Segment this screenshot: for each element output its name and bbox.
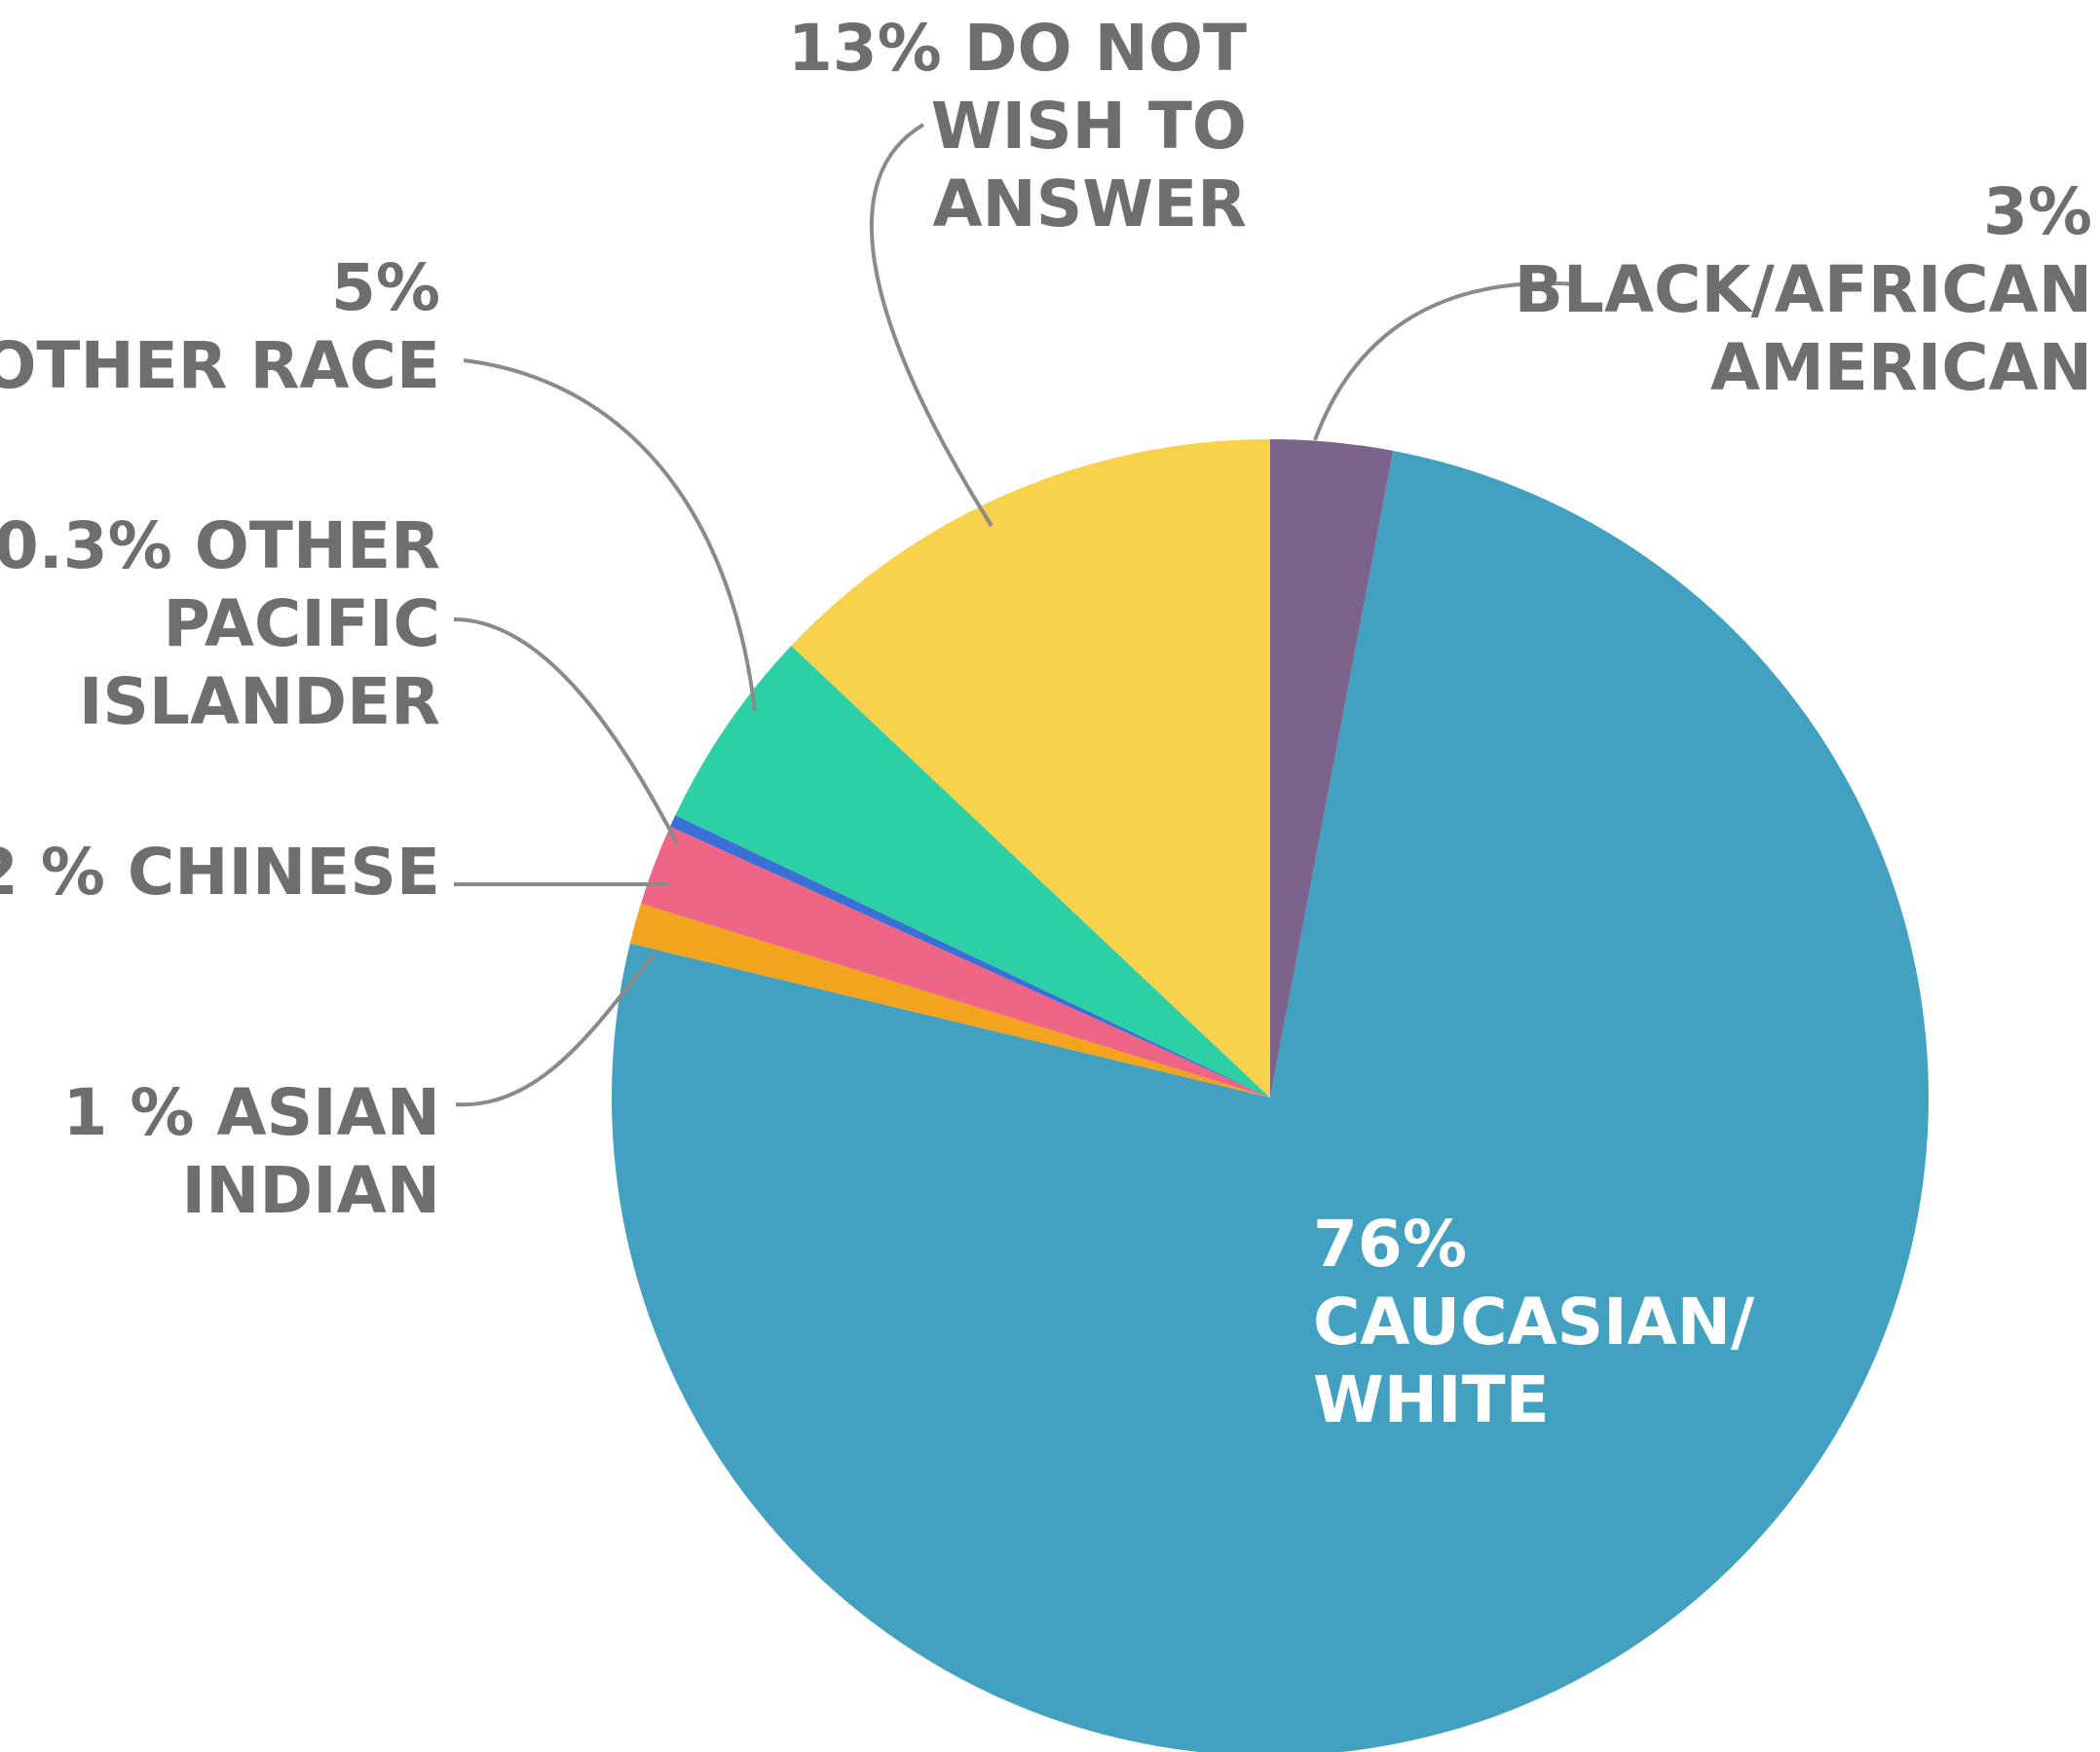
label-pacific-islander-line-2: ISLANDER	[79, 664, 440, 739]
slice-black	[1270, 439, 1394, 1098]
label-pacific-islander-line-0: 0.3% OTHER	[0, 508, 440, 583]
label-white-line-1: CAUCASIAN/	[1313, 1285, 1755, 1360]
slice-white	[612, 450, 1929, 1752]
label-no-answer-line-0: 13% DO NOT	[788, 11, 1247, 86]
label-black: 3% BLACK/AFRICAN AMERICAN	[1515, 174, 2092, 405]
slice-labels: 3% BLACK/AFRICAN AMERICAN 76% CAUCASIAN/WHIT…	[0, 11, 2092, 1437]
label-chinese: 2 % CHINESE	[0, 835, 440, 910]
leader-no-answer	[869, 123, 994, 528]
pie-slices	[612, 439, 1929, 1752]
label-pacific-islander: 0.3% OTHER PACIFIC ISLANDER	[0, 508, 440, 739]
label-pacific-islander-line-1: PACIFIC	[164, 586, 440, 661]
label-white-line-0: 76%	[1313, 1207, 1467, 1282]
label-other-race: 5% OTHER RACE	[0, 250, 440, 403]
label-asian-indian-line-1: INDIAN	[182, 1153, 440, 1228]
label-no-answer: 13% DO NOT WISH TO ANSWER	[788, 11, 1247, 242]
label-no-answer-line-2: ANSWER	[932, 167, 1247, 242]
label-white-line-2: WHITE	[1313, 1362, 1550, 1437]
label-black-line-0: 3%	[1983, 174, 2092, 249]
leader-other-race	[463, 358, 757, 712]
label-white: 76% CAUCASIAN/WHITE	[1313, 1207, 1755, 1437]
label-asian-indian: 1 % ASIAN INDIAN	[63, 1075, 441, 1228]
slice-chinese	[641, 826, 1270, 1098]
label-no-answer-line-1: WISH TO	[931, 89, 1247, 164]
label-asian-indian-line-0: 1 % ASIAN	[63, 1075, 441, 1150]
leader-black	[1313, 280, 1579, 441]
label-other-race-line-0: 5%	[331, 250, 440, 325]
slice-no-answer	[791, 439, 1270, 1098]
slice-asian-indian	[629, 903, 1270, 1098]
label-black-line-1: BLACK/AFRICAN	[1515, 252, 2092, 327]
label-black-line-2: AMERICAN	[1710, 330, 2092, 405]
slice-other-race	[675, 646, 1270, 1098]
leader-pacific-islander	[453, 617, 679, 844]
leader-lines	[453, 123, 1579, 1107]
slice-pacific-islander	[669, 815, 1270, 1098]
label-other-race-line-1: OTHER RACE	[0, 328, 440, 403]
label-chinese-line-0: 2 % CHINESE	[0, 835, 440, 910]
leader-asian-indian	[455, 952, 656, 1107]
